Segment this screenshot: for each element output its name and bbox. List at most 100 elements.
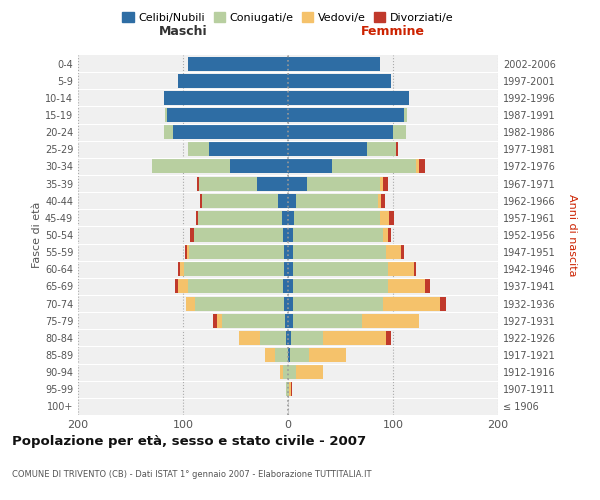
Bar	[286, 331, 288, 345]
Bar	[190, 228, 193, 242]
Bar	[404, 108, 407, 122]
Bar	[178, 262, 180, 276]
Legend: Celibi/Nubili, Coniugati/e, Vedovi/e, Divorziati/e: Celibi/Nubili, Coniugati/e, Vedovi/e, Di…	[118, 8, 458, 28]
Bar	[164, 125, 173, 139]
Bar	[288, 125, 393, 139]
Bar	[202, 194, 277, 207]
Bar	[288, 314, 293, 328]
Bar	[188, 280, 283, 293]
Bar	[383, 296, 440, 310]
Bar	[380, 176, 383, 190]
Bar	[288, 245, 293, 259]
Bar	[288, 382, 289, 396]
Bar	[194, 296, 284, 310]
Bar	[222, 314, 285, 328]
Bar	[288, 348, 290, 362]
Bar	[296, 194, 379, 207]
Bar	[291, 382, 292, 396]
Bar	[323, 331, 386, 345]
Bar	[309, 348, 346, 362]
Bar	[288, 56, 380, 70]
Bar	[295, 211, 380, 225]
Bar	[386, 331, 391, 345]
Bar	[367, 142, 396, 156]
Bar	[197, 176, 199, 190]
Bar	[293, 296, 383, 310]
Bar	[196, 211, 198, 225]
Bar	[200, 194, 202, 207]
Bar	[288, 74, 391, 88]
Bar	[425, 280, 430, 293]
Bar	[151, 160, 230, 173]
Bar	[389, 211, 394, 225]
Bar	[288, 280, 293, 293]
Bar	[188, 56, 288, 70]
Bar	[175, 280, 178, 293]
Bar	[288, 262, 293, 276]
Bar	[388, 280, 425, 293]
Bar	[307, 176, 380, 190]
Bar	[260, 331, 286, 345]
Bar	[199, 176, 257, 190]
Bar	[239, 331, 260, 345]
Bar	[286, 382, 288, 396]
Bar	[288, 160, 332, 173]
Bar	[440, 296, 445, 310]
Bar	[186, 296, 194, 310]
Bar	[288, 91, 409, 105]
Text: COMUNE DI TRIVENTO (CB) - Dati ISTAT 1° gennaio 2007 - Elaborazione TUTTITALIA.I: COMUNE DI TRIVENTO (CB) - Dati ISTAT 1° …	[12, 470, 371, 479]
Bar	[296, 365, 323, 379]
Bar	[401, 245, 404, 259]
Bar	[289, 382, 291, 396]
Bar	[293, 314, 361, 328]
Bar	[396, 142, 398, 156]
Bar	[184, 262, 284, 276]
Bar	[332, 160, 416, 173]
Y-axis label: Anni di nascita: Anni di nascita	[567, 194, 577, 276]
Bar	[414, 262, 416, 276]
Bar	[277, 194, 288, 207]
Bar	[178, 74, 288, 88]
Bar	[283, 365, 288, 379]
Bar	[178, 280, 188, 293]
Bar	[382, 194, 385, 207]
Bar	[282, 211, 288, 225]
Bar	[284, 296, 288, 310]
Bar	[284, 262, 288, 276]
Bar	[288, 296, 293, 310]
Bar	[288, 142, 367, 156]
Bar	[173, 125, 288, 139]
Bar	[393, 125, 406, 139]
Bar	[293, 245, 386, 259]
Bar	[293, 228, 383, 242]
Bar	[209, 142, 288, 156]
Text: Popolazione per età, sesso e stato civile - 2007: Popolazione per età, sesso e stato civil…	[12, 435, 366, 448]
Bar	[193, 228, 283, 242]
Bar	[361, 314, 419, 328]
Bar	[164, 91, 288, 105]
Bar	[288, 365, 296, 379]
Bar	[288, 211, 295, 225]
Bar	[383, 228, 388, 242]
Bar	[283, 280, 288, 293]
Bar	[265, 348, 275, 362]
Bar	[165, 108, 167, 122]
Bar	[290, 348, 309, 362]
Bar	[388, 262, 414, 276]
Text: Femmine: Femmine	[361, 25, 425, 38]
Bar	[386, 245, 401, 259]
Bar	[288, 176, 307, 190]
Bar	[293, 262, 388, 276]
Bar	[284, 245, 288, 259]
Bar	[285, 314, 288, 328]
Bar	[288, 194, 296, 207]
Bar	[283, 228, 288, 242]
Bar	[288, 228, 293, 242]
Bar	[197, 211, 282, 225]
Bar	[188, 142, 209, 156]
Bar	[180, 262, 184, 276]
Bar	[383, 176, 388, 190]
Bar	[190, 245, 284, 259]
Bar	[217, 314, 222, 328]
Bar	[379, 194, 382, 207]
